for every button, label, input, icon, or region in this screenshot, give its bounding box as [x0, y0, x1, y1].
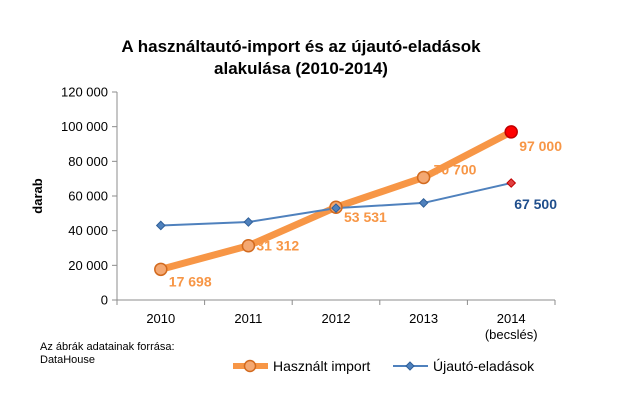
series-group [154, 125, 518, 277]
x-tick-label: 2012 [322, 311, 351, 326]
source-line-2: DataHouse [40, 354, 95, 366]
y-tick-label: 40 000 [68, 223, 108, 238]
data-label-hasznalt-import: 17 698 [169, 273, 212, 289]
series-point-hasznalt-import [154, 262, 168, 277]
series-point-hasznalt-import [504, 125, 518, 139]
x-tick-label: 2014 [497, 311, 526, 326]
data-label-hasznalt-import: 70 700 [434, 161, 477, 177]
y-tick-label: 120 000 [61, 85, 108, 100]
chart-title: A használtautó-import és az újautó-eladá… [121, 37, 481, 78]
legend-label-hasznalt-import: Használt import [273, 358, 370, 374]
series-point-ujauto-eladasok [331, 203, 341, 214]
data-labels: 17 698 31 312 53 531 70 700 97 000 67 500 [169, 138, 562, 289]
y-axis-label: darab [30, 178, 45, 213]
x-tick-label: 2013 [409, 311, 438, 326]
axes [116, 92, 555, 301]
y-tick-label: 100 000 [61, 119, 108, 134]
source-line-1: Az ábrák adatainak forrása: [40, 341, 175, 353]
y-tick-label: 60 000 [68, 189, 108, 204]
legend: Használt import Újautó-eladások [233, 358, 535, 374]
data-label-hasznalt-import: 31 312 [256, 238, 299, 254]
y-tick-label: 0 [101, 293, 108, 308]
x-tick-label: 2011 [234, 311, 262, 326]
series-point-ujauto-eladasok [418, 198, 429, 208]
y-tick-label: 20 000 [68, 258, 108, 273]
source-note: Az ábrák adatainak forrása: DataHouse [40, 341, 175, 366]
series-point-hasznalt-import [416, 170, 431, 185]
legend-label-ujauto-eladasok: Újautó-eladások [433, 358, 535, 374]
x-tick-label: (becslés) [485, 327, 538, 342]
series-point-ujauto-eladasok [506, 178, 517, 188]
series-point-ujauto-eladasok [155, 220, 166, 231]
series-point-ujauto-eladasok [243, 217, 254, 227]
chart-title-line-2: alakulása (2010-2014) [214, 59, 388, 78]
y-axis-ticks: 0 20 000 40 000 60 000 80 000 100 000 120 000 [61, 85, 117, 308]
y-tick-label: 80 000 [68, 154, 108, 169]
data-label-hasznalt-import: 53 531 [344, 209, 387, 225]
data-label-hasznalt-import: 97 000 [519, 138, 562, 154]
chart-title-line-1: A használtautó-import és az újautó-eladá… [121, 37, 481, 56]
data-label-ujauto-eladasok: 67 500 [514, 196, 557, 212]
legend-marker-ujauto-eladasok [405, 361, 415, 371]
legend-marker-hasznalt-import [243, 359, 257, 373]
x-tick-label: 2010 [146, 311, 175, 326]
x-axis-ticks: 2010 2011 2012 2013 2014(becslés) [116, 300, 556, 342]
series-point-hasznalt-import [241, 238, 256, 253]
